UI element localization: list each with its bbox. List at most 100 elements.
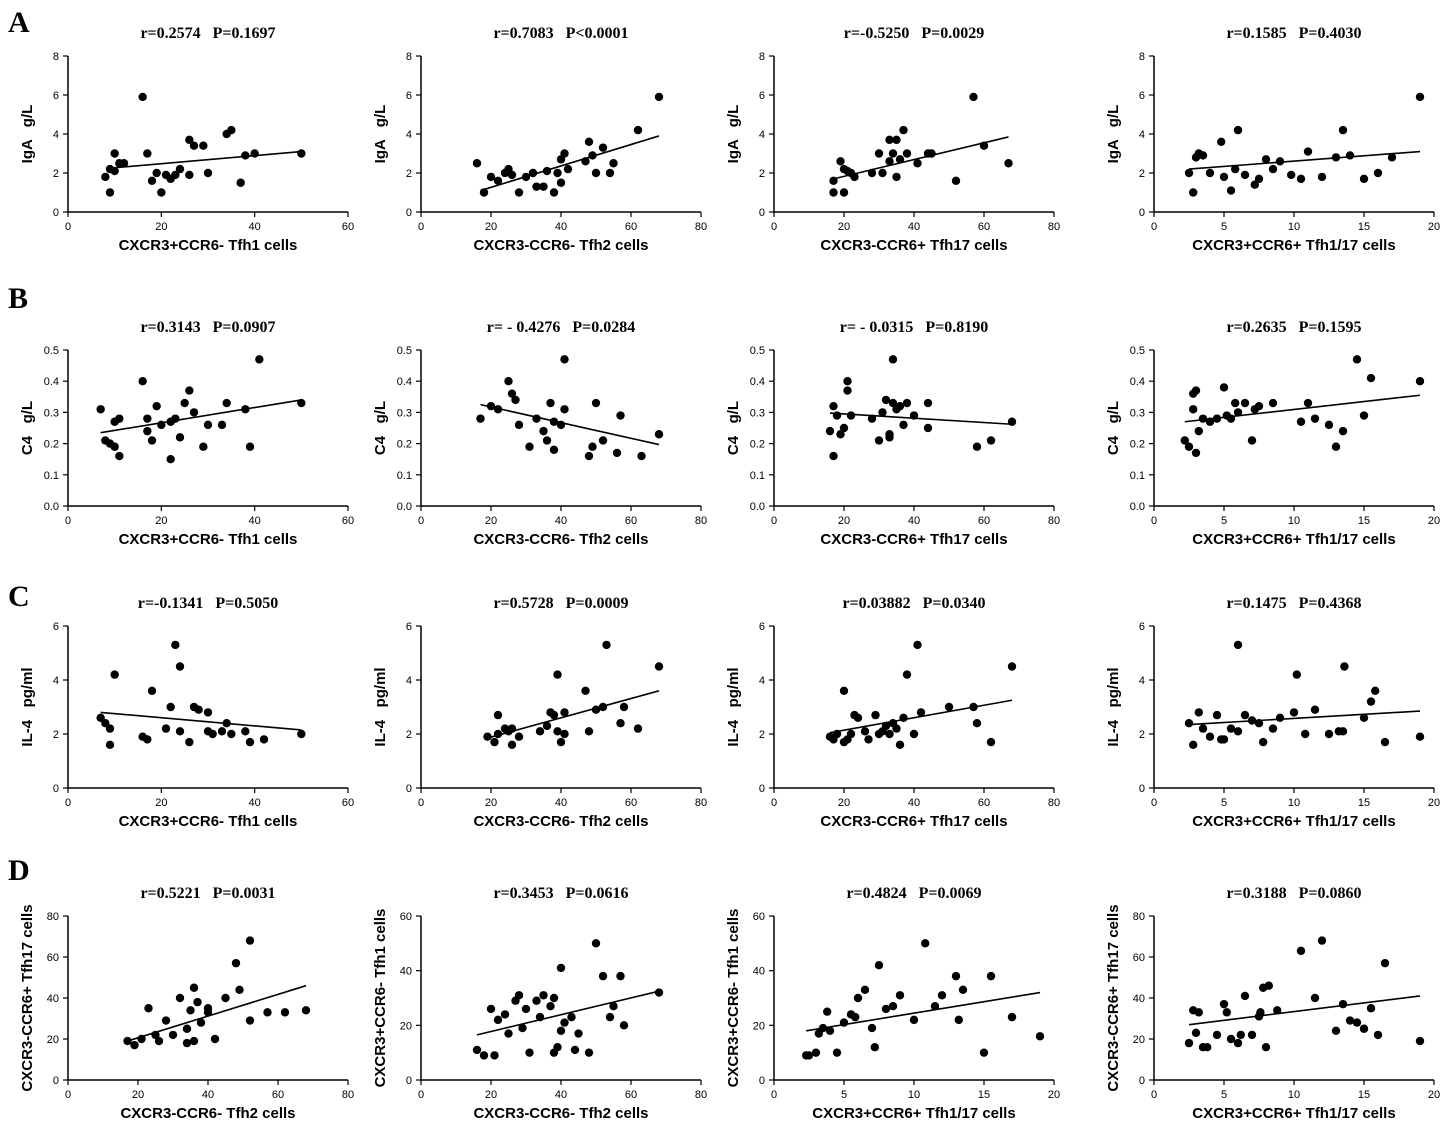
data-point <box>605 168 615 178</box>
data-point <box>182 1038 192 1048</box>
x-axis-label: CXCR3+CCR6+ Tfh1/17 cells <box>1192 1105 1395 1122</box>
data-point <box>175 433 185 442</box>
data-point <box>584 727 594 736</box>
y-axis-label: C4 g/L <box>372 401 389 455</box>
data-point <box>1296 174 1306 184</box>
data-point <box>101 172 110 182</box>
x-axis-label: CXCR3-CCR6+ Tfh17 cells <box>820 237 1007 254</box>
x-tick-label: 20 <box>838 797 850 809</box>
data-point <box>899 713 908 722</box>
data-point <box>152 168 161 178</box>
data-point <box>892 135 901 145</box>
data-point <box>874 961 884 970</box>
data-point <box>553 727 562 736</box>
data-point <box>539 426 548 436</box>
y-tick-label: 0 <box>759 783 765 795</box>
data-point <box>504 377 513 386</box>
scatter-plot-13: 0 20 40 60 80 0 20 40 60 80 r=0.5221 P=0.0031 CXCR3… <box>19 885 354 1122</box>
data-point <box>1226 186 1236 195</box>
y-axis-label: IL-4 pg/ml <box>725 667 742 746</box>
regression-line <box>480 403 660 446</box>
data-point <box>979 141 989 150</box>
y-tick-label: 0.2 <box>750 439 765 451</box>
data-point <box>1180 436 1190 445</box>
x-axis-label: CXCR3-CCR6- Tfh2 cells <box>473 1105 648 1122</box>
regression-line <box>109 150 302 169</box>
y-tick-label: 0.4 <box>397 376 412 388</box>
data-point <box>1222 1008 1232 1017</box>
data-point <box>241 405 250 414</box>
y-axis-label: IL-4 pg/ml <box>1105 667 1122 746</box>
data-point <box>1007 417 1017 426</box>
y-tick-label: 0 <box>53 783 59 795</box>
data-point <box>479 1051 489 1060</box>
data-point <box>619 1021 629 1030</box>
data-point <box>878 168 887 178</box>
y-tick-label: 6 <box>759 90 765 102</box>
x-tick-label: 80 <box>695 221 707 233</box>
x-tick-label: 60 <box>625 221 637 233</box>
correlation-stats: r=0.7083 P<0.0001 <box>493 25 628 42</box>
x-tick-label: 0 <box>418 1089 424 1101</box>
regression-line <box>487 690 660 739</box>
data-point <box>885 157 894 166</box>
x-tick-label: 0 <box>65 221 71 233</box>
data-point <box>588 442 597 451</box>
data-point <box>199 141 208 150</box>
data-point <box>616 971 625 981</box>
data-point <box>110 670 119 679</box>
data-point <box>654 430 664 439</box>
data-point <box>1189 188 1198 197</box>
y-axis-label: CXCR3-CCR6+ Tfh17 cells <box>1105 904 1122 1091</box>
scatter-plot-14: 0 20 40 60 0 20 40 60 80 r=0.3453 P=0.0616 CXCR3-C… <box>372 885 707 1122</box>
data-point <box>1310 414 1320 423</box>
data-point <box>556 737 566 747</box>
data-point <box>189 408 199 417</box>
data-point <box>605 1012 615 1022</box>
data-point <box>171 414 180 423</box>
y-tick-label: 0 <box>53 1075 59 1087</box>
data-point <box>1250 180 1260 189</box>
y-tick-label: 2 <box>1139 168 1145 180</box>
data-point <box>235 985 244 994</box>
data-point <box>846 411 856 420</box>
data-point <box>843 386 852 395</box>
data-point <box>654 92 664 102</box>
regression-line <box>100 711 302 731</box>
data-point <box>1194 1008 1204 1017</box>
data-point <box>1338 426 1348 436</box>
y-tick-label: 2 <box>406 729 412 741</box>
x-tick-label: 0 <box>65 1089 71 1101</box>
data-point <box>490 737 499 747</box>
y-axis-label: IL-4 pg/ml <box>372 667 389 746</box>
y-tick-label: 2 <box>1139 729 1145 741</box>
data-point <box>1189 740 1198 749</box>
data-point <box>208 729 217 739</box>
data-point <box>867 1023 877 1033</box>
data-point <box>1240 398 1250 408</box>
data-point <box>166 455 175 464</box>
y-tick-label: 4 <box>406 129 412 141</box>
data-point <box>909 1015 919 1025</box>
x-tick-label: 20 <box>132 1089 144 1101</box>
data-point <box>1359 1024 1369 1033</box>
data-point <box>560 405 569 414</box>
data-point <box>1366 1004 1376 1013</box>
data-point <box>860 727 870 736</box>
x-tick-label: 20 <box>1428 221 1440 233</box>
data-point <box>241 727 250 736</box>
data-point <box>1415 377 1425 386</box>
data-point <box>916 708 926 717</box>
data-point <box>263 1008 272 1017</box>
data-point <box>1254 401 1264 411</box>
scatter-plot-12: 0 2 4 6 0 5 10 15 20 r=0.1475 P=0.4368 CXCR3+CCR6+… <box>1105 595 1440 830</box>
y-tick-label: 8 <box>53 51 59 63</box>
data-point <box>546 398 555 408</box>
data-point <box>241 151 250 160</box>
data-point <box>1415 732 1425 741</box>
x-axis-label: CXCR3+CCR6+ Tfh1/17 cells <box>1192 237 1395 254</box>
data-point <box>1240 170 1250 180</box>
data-point <box>804 1051 814 1060</box>
x-tick-label: 20 <box>485 515 497 527</box>
